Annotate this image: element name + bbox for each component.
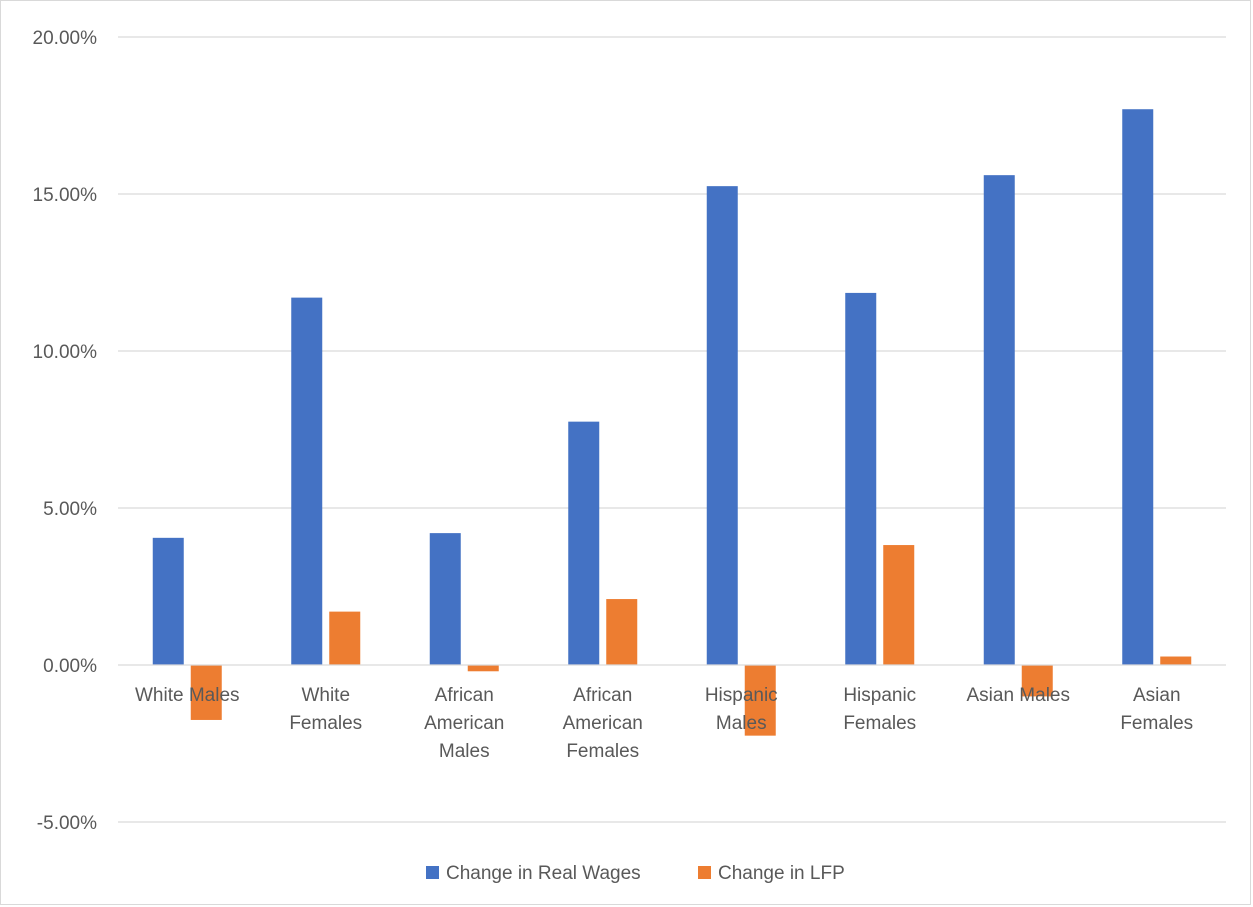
- category-label-line: Females: [566, 741, 639, 762]
- category-label-line: Males: [716, 713, 767, 734]
- legend-label: Change in Real Wages: [446, 863, 641, 884]
- bar-real-wages: [1122, 109, 1154, 666]
- category-label-line: Females: [289, 713, 362, 734]
- legend-swatch: [426, 866, 439, 879]
- bar-lfp: [329, 611, 361, 665]
- y-tick-label: -5.00%: [37, 813, 97, 834]
- category-label-line: African: [435, 685, 494, 706]
- y-axis-tick-labels: -5.00% 0.00% 5.00% 10.00% 15.00% 20.00%: [33, 28, 98, 834]
- legend-label: Change in LFP: [718, 863, 845, 884]
- bar-real-wages: [152, 537, 184, 665]
- y-tick-label: 20.00%: [33, 28, 98, 49]
- category-label-line: Hispanic: [843, 685, 916, 706]
- category-label: Hispanic Males: [705, 685, 778, 734]
- bar-lfp: [744, 665, 776, 736]
- bar-lfp: [606, 599, 638, 665]
- category-label: Asian Males: [967, 685, 1071, 706]
- category-label-line: African: [573, 685, 632, 706]
- legend: Change in Real Wages Change in LFP: [426, 863, 845, 884]
- bar-lfp: [1021, 665, 1053, 697]
- category-label: African American Males: [424, 685, 504, 762]
- category-label-line: Asian: [1133, 685, 1181, 706]
- bar-lfp: [190, 665, 222, 720]
- category-label: Asian Females: [1120, 685, 1193, 734]
- y-tick-label: 15.00%: [33, 185, 98, 206]
- bar-real-wages: [291, 297, 323, 665]
- category-label-line: White Males: [135, 685, 240, 706]
- category-labels: White Males White Females African American Ma…: [135, 685, 1193, 762]
- category-label-line: Females: [843, 713, 916, 734]
- category-label: Hispanic Females: [843, 685, 916, 734]
- category-label-line: White: [301, 685, 350, 706]
- category-label-line: Females: [1120, 713, 1193, 734]
- bars: [152, 109, 1192, 736]
- bar-real-wages: [568, 421, 600, 665]
- y-tick-label: 0.00%: [43, 656, 97, 677]
- bar-real-wages: [845, 292, 877, 665]
- category-label: African American Females: [563, 685, 643, 762]
- category-label-line: Asian Males: [967, 685, 1071, 706]
- bar-lfp: [883, 545, 915, 665]
- category-label-line: Hispanic: [705, 685, 778, 706]
- bar-lfp: [1160, 656, 1192, 665]
- bar-lfp: [467, 665, 499, 672]
- category-label-line: American: [424, 713, 504, 734]
- bar-real-wages: [429, 533, 461, 665]
- category-label-line: American: [563, 713, 643, 734]
- y-tick-label: 10.00%: [33, 342, 98, 363]
- bar-real-wages: [706, 186, 738, 665]
- category-label: White Males: [135, 685, 240, 706]
- category-label: White Females: [289, 685, 362, 734]
- bar-real-wages: [983, 175, 1015, 665]
- legend-swatch: [698, 866, 711, 879]
- y-tick-label: 5.00%: [43, 499, 97, 520]
- category-label-line: Males: [439, 741, 490, 762]
